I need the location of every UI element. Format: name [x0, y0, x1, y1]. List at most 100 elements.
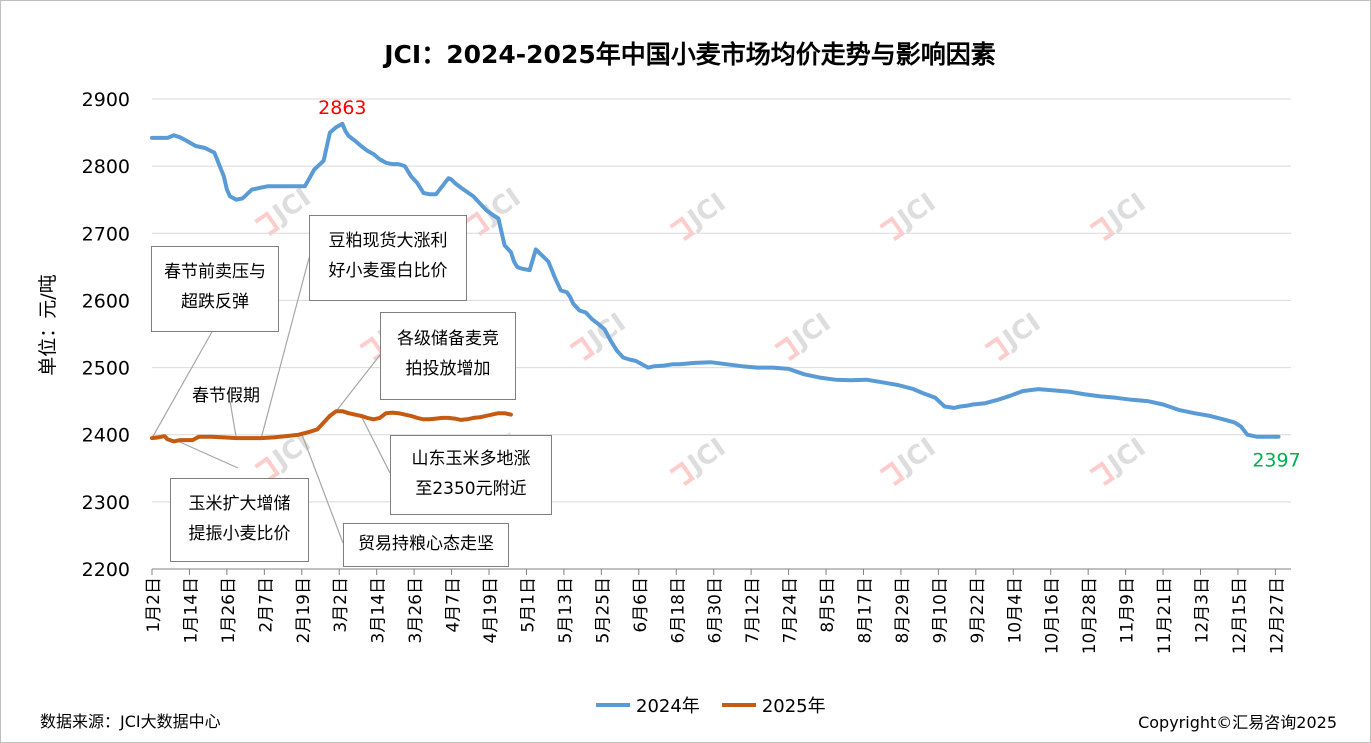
watermark-mark: [569, 336, 596, 361]
annotation-leader: [151, 329, 214, 439]
legend-swatch-2025: [721, 703, 756, 707]
watermark-mark: [254, 211, 281, 236]
watermark-mark: [359, 336, 386, 361]
x-tick-label: 1月2日: [144, 577, 164, 633]
peak-value-label: 2863: [318, 97, 366, 119]
x-tick-label: 12月3日: [1193, 577, 1213, 643]
y-axis-ticks: 2200 2300 2400 2500 2600 2700 2800 2900: [82, 89, 130, 581]
watermark: JCI: [774, 308, 836, 361]
series-line-1: [150, 409, 513, 444]
annotation-spring-festival-selling: 春节前卖压与 超跌反弹: [151, 246, 279, 332]
x-tick-label: 1月14日: [181, 577, 201, 643]
x-tick-label: 6月18日: [668, 577, 688, 643]
x-tick-label: 6月30日: [706, 577, 726, 643]
watermark: JCI: [464, 183, 526, 236]
annotation-spring-festival-holiday: 春节假期: [192, 386, 260, 406]
legend-swatch-2024: [596, 703, 630, 707]
x-tick-label: 9月22日: [968, 577, 988, 643]
x-tick-label: 10月16日: [1043, 577, 1063, 654]
watermark-mark: [669, 216, 696, 241]
y-tick-label: 2200: [82, 559, 130, 581]
x-tick-label: 10月28日: [1080, 577, 1100, 654]
annotation-leader: [335, 354, 381, 412]
x-tick-label: 4月19日: [481, 577, 501, 643]
x-tick-label: 12月15日: [1230, 577, 1250, 654]
annotation-leader: [260, 257, 310, 439]
annotation-reserve-auction: 各级储备麦竞 拍投放增加: [380, 312, 516, 400]
series-line-0: [150, 121, 1281, 439]
watermark: JCI: [984, 308, 1046, 361]
x-tick-label: 3月2日: [331, 577, 351, 633]
watermark-mark: [1089, 461, 1116, 486]
end-value-label: 2397: [1252, 450, 1300, 472]
annotation-shandong-corn: 山东玉米多地涨 至2350元附近: [390, 435, 552, 515]
x-tick-label: 5月25日: [593, 577, 613, 643]
annotation-text: 玉米扩大增储 提振小麦比价: [188, 494, 291, 544]
x-tick-label: 7月12日: [743, 577, 763, 643]
watermark-mark: [984, 336, 1011, 361]
watermark: JCI: [1089, 433, 1151, 486]
annotation-soymeal-surge: 豆粕现货大涨利 好小麦蛋白比价: [309, 215, 467, 301]
annotation-text: 山东玉米多地涨 至2350元附近: [411, 449, 531, 499]
y-tick-label: 2900: [82, 89, 130, 111]
annotation-leader: [176, 440, 239, 469]
x-tick-label: 5月13日: [556, 577, 576, 643]
x-tick-label: 1月26日: [219, 577, 239, 643]
watermark: JCI: [879, 188, 941, 241]
annotation-corn-reserve: 玉米扩大增储 提振小麦比价: [170, 478, 309, 562]
data-source: 数据来源：JCI大数据中心: [40, 712, 221, 731]
y-tick-label: 2500: [82, 358, 130, 380]
watermark: JCI: [669, 433, 731, 486]
x-tick-label: 10月4日: [1005, 577, 1025, 643]
y-tick-label: 2700: [82, 223, 130, 245]
x-tick-label: 8月17日: [855, 577, 875, 643]
x-tick-label: 12月27日: [1267, 577, 1287, 654]
annotation-text: 贸易持粮心态走坚: [358, 534, 494, 554]
annotation-leader: [360, 415, 391, 474]
x-tick-label: 3月26日: [406, 577, 426, 643]
watermark: JCI: [669, 188, 731, 241]
legend-label-2025: 2025年: [761, 696, 826, 717]
x-tick-label: 3月14日: [369, 577, 389, 643]
x-tick-label: 4月7日: [444, 577, 464, 633]
annotation-leader-lines: [151, 257, 391, 544]
watermark-mark: [879, 216, 906, 241]
x-tick-label: 5月1日: [518, 577, 538, 633]
x-tick-label: 11月21日: [1155, 577, 1175, 654]
x-tick-label: 2月7日: [256, 577, 276, 633]
watermark-mark: [1089, 216, 1116, 241]
chart-title: JCI：2024-2025年中国小麦市场均价走势与影响因素: [382, 40, 996, 69]
annotation-text: 各级储备麦竞 拍投放增加: [397, 329, 499, 379]
annotation-leader: [301, 433, 344, 544]
legend-label-2024: 2024年: [636, 696, 700, 717]
watermark: JCI: [1089, 188, 1151, 241]
watermark: JCI: [254, 183, 316, 236]
y-tick-label: 2600: [82, 290, 130, 312]
y-tick-label: 2800: [82, 156, 130, 178]
legend: 2024年 2025年: [596, 692, 826, 718]
series-lines: [150, 121, 1281, 444]
annotation-text: 春节前卖压与 超跌反弹: [164, 262, 266, 312]
x-axis-ticks: 1月2日 1月14日 1月26日 2月7日 2月19日 3月2日 3月14日 3月26日 4月7…: [144, 569, 1287, 654]
watermark-mark: [879, 461, 906, 486]
watermark-mark: [464, 211, 491, 236]
annotation-leader: [229, 400, 237, 439]
x-tick-label: 11月9日: [1118, 577, 1138, 643]
annotation-text: 豆粕现货大涨利 好小麦蛋白比价: [328, 231, 448, 281]
watermark-mark: [774, 336, 801, 361]
x-tick-label: 7月24日: [781, 577, 801, 643]
y-axis-label: 单位：元/吨: [37, 274, 59, 375]
x-tick-label: 2月19日: [294, 577, 314, 643]
y-tick-label: 2300: [82, 492, 130, 514]
x-tick-label: 9月10日: [930, 577, 950, 643]
watermark-mark: [254, 456, 281, 481]
x-tick-label: 6月6日: [631, 577, 651, 633]
x-tick-label: 8月5日: [818, 577, 838, 633]
copyright: Copyright©汇易咨询2025: [1138, 713, 1337, 732]
annotation-trader-holding: 贸易持粮心态走坚: [343, 523, 509, 567]
watermark: JCI: [879, 433, 941, 486]
y-tick-label: 2400: [82, 425, 130, 447]
x-tick-label: 8月29日: [893, 577, 913, 643]
watermark-mark: [669, 461, 696, 486]
